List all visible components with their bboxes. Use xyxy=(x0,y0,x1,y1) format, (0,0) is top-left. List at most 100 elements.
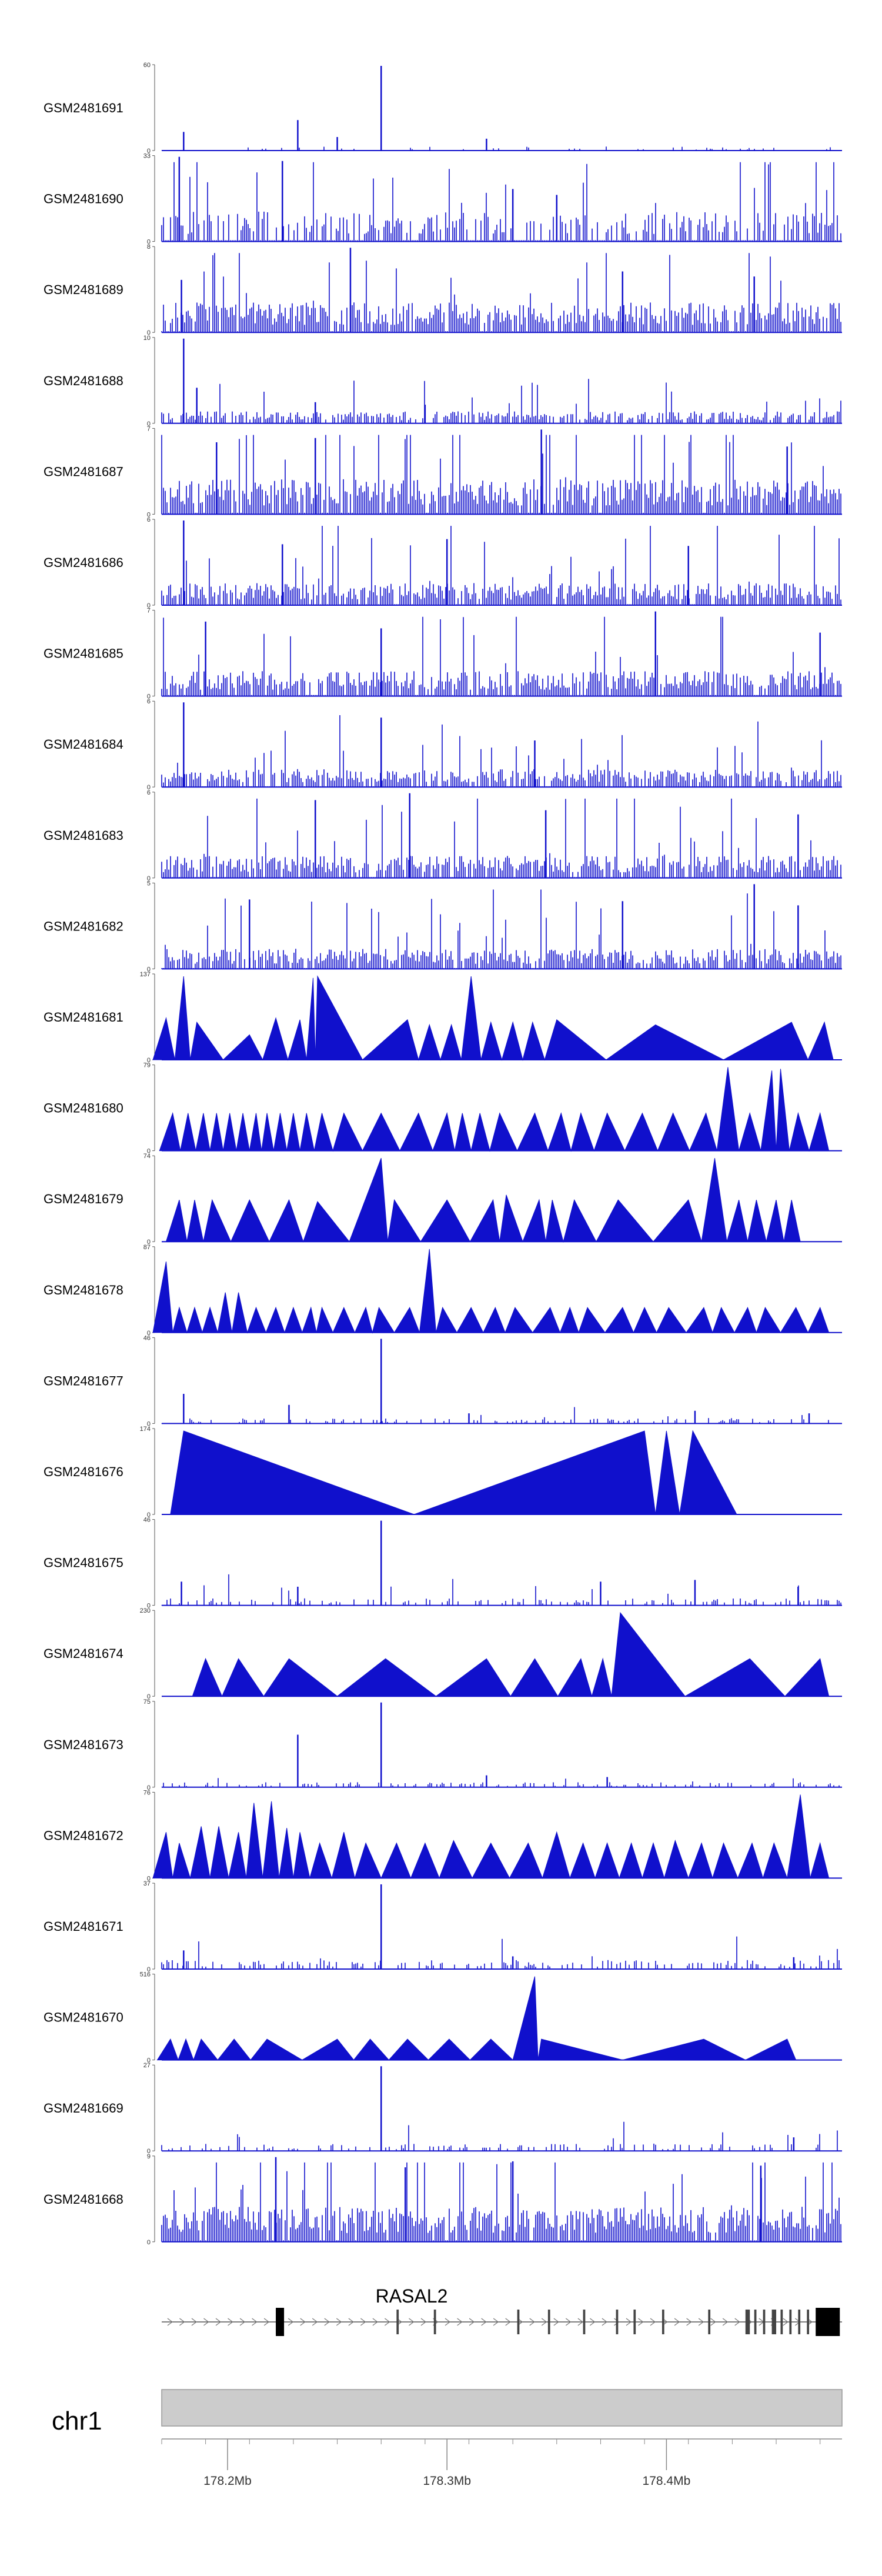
strand-arrow xyxy=(179,2318,185,2326)
strand-arrow xyxy=(324,2318,330,2326)
signal-tracks: GSM2481691600GSM2481690330GSM248168980GS… xyxy=(44,62,842,2246)
track-GSM2481668: GSM2481668 9 0 xyxy=(44,2153,842,2246)
y-max-label: 8 xyxy=(147,243,151,251)
strand-arrow xyxy=(553,2318,559,2326)
strand-arrow xyxy=(469,2318,475,2326)
gene-exon xyxy=(708,2310,711,2334)
signal-bars xyxy=(161,715,841,788)
gene-exon xyxy=(616,2310,619,2334)
strand-arrow xyxy=(228,2318,233,2326)
y-max-label: 230 xyxy=(140,1607,151,1614)
y-min-label: 0 xyxy=(147,421,151,428)
track-label: GSM2481675 xyxy=(44,1556,123,1570)
gene-exon xyxy=(396,2310,399,2334)
track-label: GSM2481669 xyxy=(44,2101,123,2115)
strand-arrow xyxy=(457,2318,463,2326)
y-max-label: 75 xyxy=(143,1699,151,1706)
gene-track: RASAL2 xyxy=(162,2285,842,2336)
strand-arrow xyxy=(698,2318,704,2326)
gene-label: RASAL2 xyxy=(376,2285,448,2307)
signal-bars xyxy=(161,1936,841,1969)
track-label: GSM2481691 xyxy=(44,101,123,115)
y-max-label: 46 xyxy=(143,1517,151,1524)
track-label: GSM2481671 xyxy=(44,1919,123,1934)
signal-bars xyxy=(161,2121,841,2151)
track-label: GSM2481686 xyxy=(44,555,123,570)
strand-arrow xyxy=(372,2318,378,2326)
track-label: GSM2481673 xyxy=(44,1737,123,1752)
strand-arrow xyxy=(203,2318,209,2326)
track-label: GSM2481684 xyxy=(44,737,123,752)
track-label: GSM2481678 xyxy=(44,1283,123,1297)
track-label: GSM2481687 xyxy=(44,464,123,479)
track-GSM2481671: GSM2481671 37 0 xyxy=(44,1880,842,1973)
track-label: GSM2481668 xyxy=(44,2192,123,2207)
y-min-label: 0 xyxy=(147,784,151,791)
track-label: GSM2481672 xyxy=(44,1828,123,1843)
gene-exon xyxy=(517,2310,520,2334)
signal-area xyxy=(152,1794,830,1880)
track-label: GSM2481677 xyxy=(44,1373,123,1388)
strand-arrow xyxy=(360,2318,366,2326)
track-label: GSM2481680 xyxy=(44,1101,123,1116)
signal-bars xyxy=(161,616,841,696)
y-max-label: 5 xyxy=(147,880,151,887)
y-min-label: 0 xyxy=(147,1511,151,1519)
track-GSM2481677: GSM2481677 46 0 xyxy=(44,1334,842,1427)
signal-area xyxy=(152,975,834,1061)
y-max-label: 60 xyxy=(143,62,151,69)
signal-area xyxy=(170,1430,737,1515)
strand-arrow xyxy=(783,2318,789,2326)
y-min-label: 0 xyxy=(147,1875,151,1882)
y-min-label: 0 xyxy=(147,1966,151,1973)
track-label: GSM2481689 xyxy=(44,282,123,297)
y-min-label: 0 xyxy=(147,1603,151,1610)
y-max-label: 6 xyxy=(147,789,151,796)
gene-exon xyxy=(745,2310,750,2334)
track-label: GSM2481690 xyxy=(44,192,123,206)
strand-arrow xyxy=(252,2318,258,2326)
track-label: GSM2481683 xyxy=(44,828,123,843)
strand-arrow xyxy=(602,2318,607,2326)
strand-arrow xyxy=(263,2318,270,2326)
signal-area xyxy=(192,1611,830,1697)
y-min-label: 0 xyxy=(147,875,151,882)
gene-exon xyxy=(771,2310,777,2334)
gene-first-exon xyxy=(276,2308,285,2336)
strand-arrow xyxy=(638,2318,644,2326)
y-min-label: 0 xyxy=(147,329,151,336)
gene-exon xyxy=(662,2310,664,2334)
strand-arrow xyxy=(481,2318,487,2326)
y-max-label: 79 xyxy=(143,1062,151,1069)
x-tick-label: 178.3Mb xyxy=(423,2474,471,2488)
track-GSM2481673: GSM2481673 75 0 xyxy=(44,1699,842,1791)
strand-arrow xyxy=(734,2318,740,2326)
strand-arrow xyxy=(215,2318,222,2326)
y-max-label: 174 xyxy=(140,1426,151,1433)
y-max-label: 7 xyxy=(147,425,151,432)
gene-exon xyxy=(583,2310,586,2334)
track-GSM2481682: GSM2481682 5 0 xyxy=(44,880,842,973)
y-min-label: 0 xyxy=(147,2239,151,2246)
track-GSM2481676: GSM2481676 174 0 xyxy=(44,1426,842,1519)
y-max-label: 6 xyxy=(147,516,151,523)
gene-exon xyxy=(763,2310,766,2334)
signal-bars xyxy=(161,379,841,423)
track-label: GSM2481681 xyxy=(44,1010,123,1025)
signal-bars xyxy=(161,526,841,605)
y-min-label: 0 xyxy=(147,1420,151,1427)
track-GSM2481688: GSM2481688 10 0 xyxy=(44,335,842,428)
gene-exon xyxy=(433,2310,436,2334)
signal-bars xyxy=(161,1407,841,1424)
chromosome-band xyxy=(161,2389,843,2427)
track-GSM2481684: GSM2481684 6 0 xyxy=(44,698,842,791)
strand-arrow xyxy=(420,2318,427,2326)
strand-arrow xyxy=(614,2318,620,2326)
track-GSM2481669: GSM2481669 27 0 xyxy=(44,2062,842,2155)
chromosome-track: chr1 xyxy=(52,2389,843,2435)
strand-arrow xyxy=(167,2318,173,2326)
y-min-label: 0 xyxy=(147,1239,151,1246)
gene-exon xyxy=(780,2310,783,2334)
signal-area xyxy=(165,1158,801,1243)
signal-bars xyxy=(161,2162,841,2242)
